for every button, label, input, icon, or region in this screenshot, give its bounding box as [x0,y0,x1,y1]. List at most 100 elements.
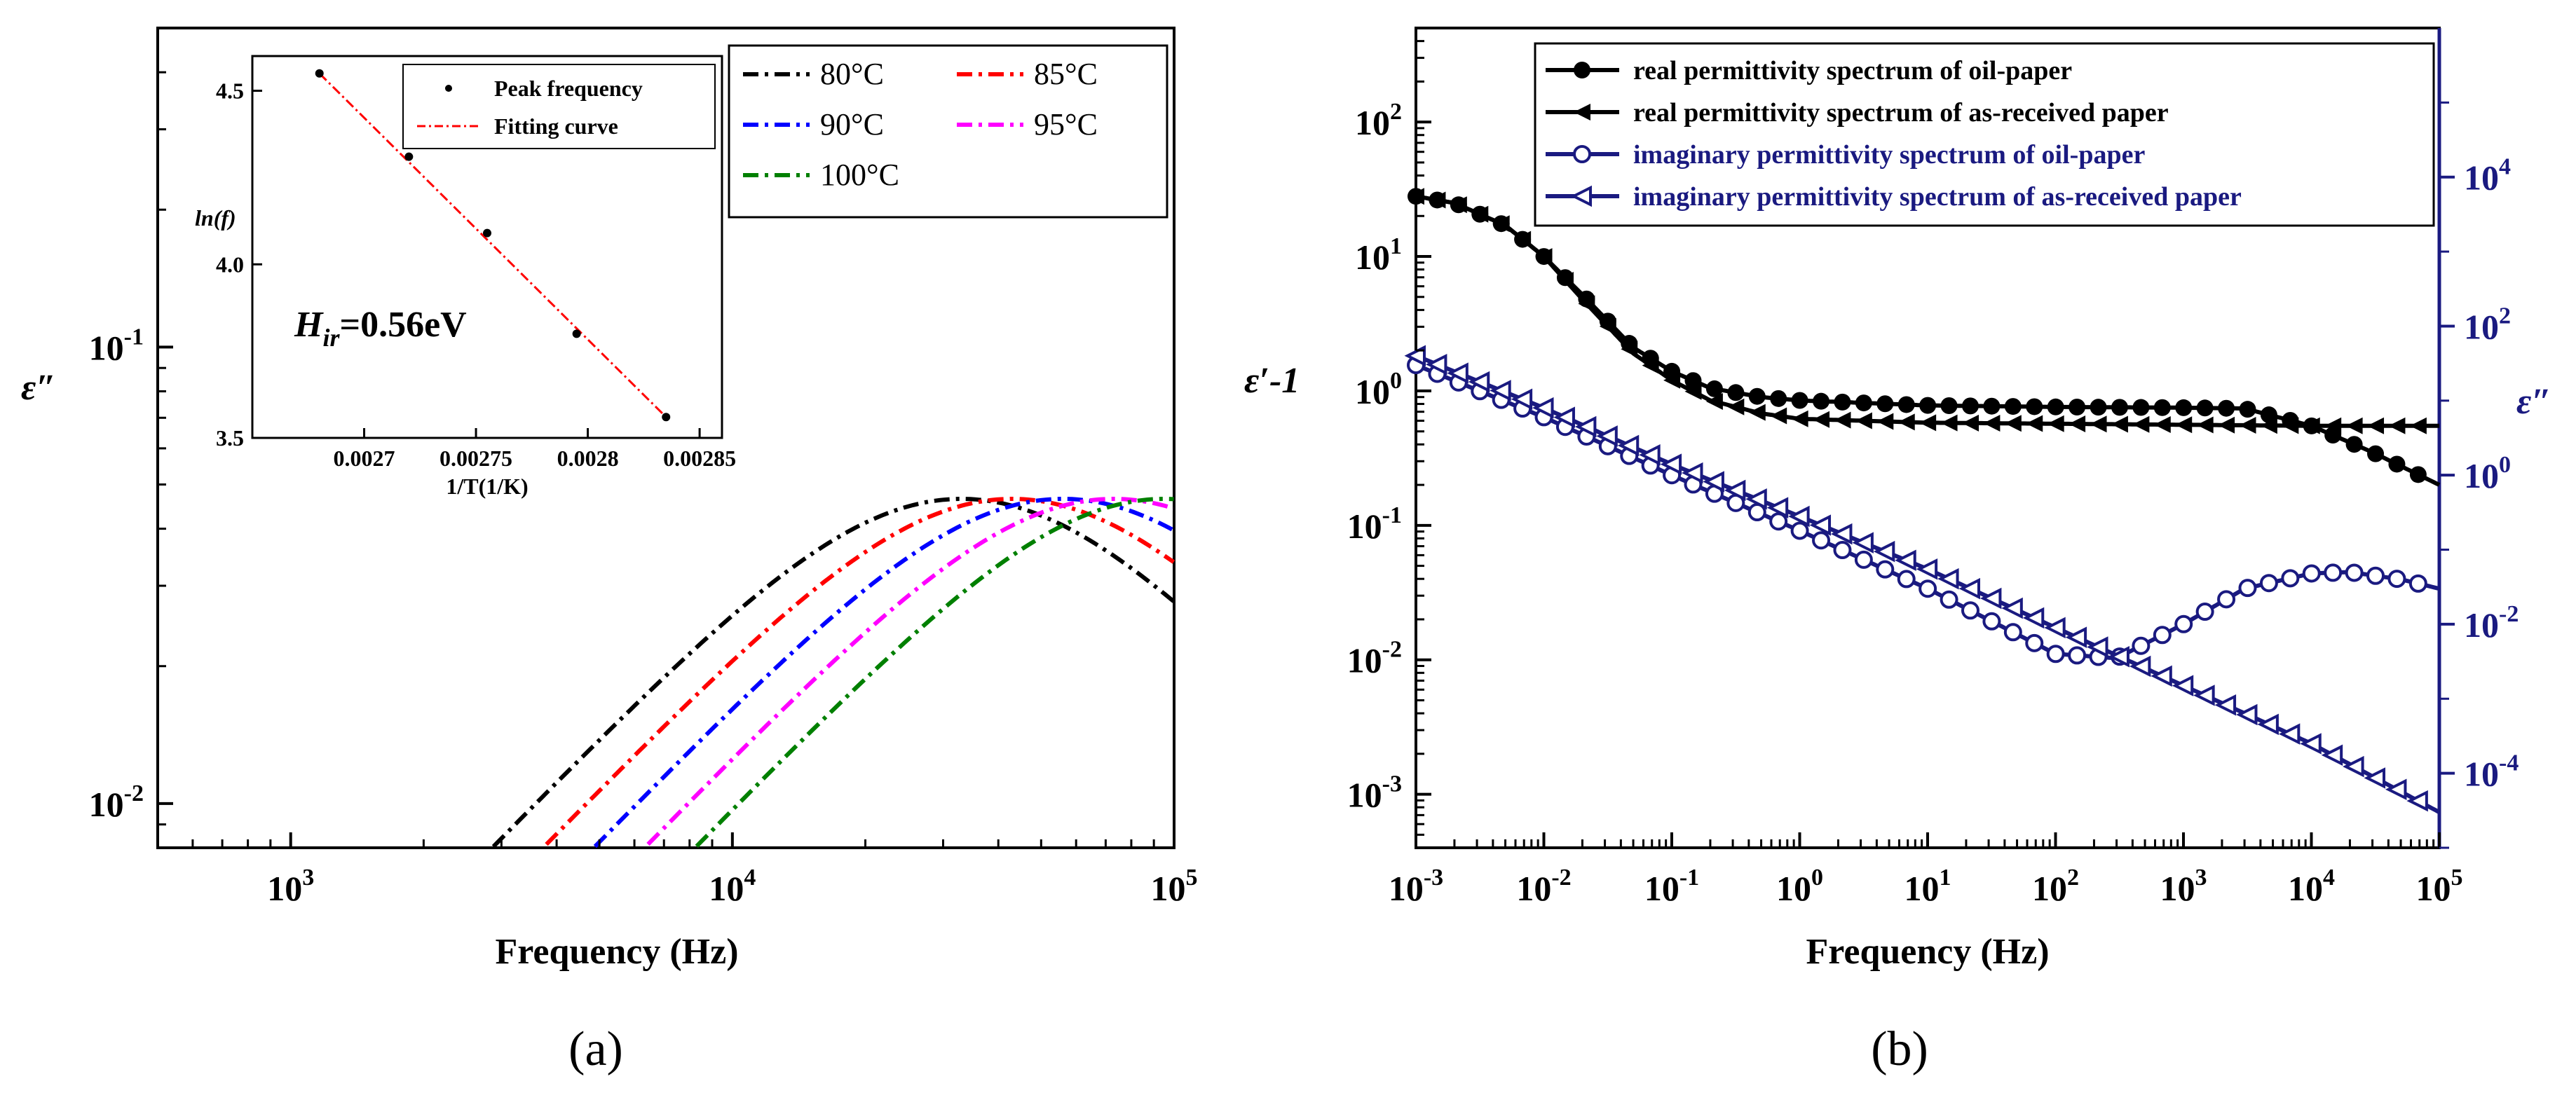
panel-b-marker [1897,396,1915,413]
panel-a-x-tick-label-base: 10 [709,869,744,908]
panel-b-x-tick-label-base: 10 [1776,869,1811,908]
panel-b-right-y-tick-label: 102 [2464,303,2511,346]
panel-b-right-y-tick-label: 10-4 [2464,750,2519,794]
panel-b-marker [2217,590,2236,609]
panel-b-marker [1727,398,1745,415]
panel-b-marker [1788,505,1810,528]
panel-b-right-y-tick-label: 100 [2464,452,2511,495]
panel-b-marker [1813,392,1830,410]
panel-b-legend-marker [1574,104,1590,121]
panel-b-marker [1429,191,1446,209]
panel-b-marker [1855,394,1872,412]
panel-a-y-tick-label-exp: -2 [124,781,144,806]
panel-b-marker [2047,398,2064,415]
panel-b-left-y-tick-label: 10-1 [1347,502,1402,546]
panel-b-marker [2175,416,2193,434]
panel-b-legend-items: real permittivity spectrum of oil-paper r… [1546,56,2242,212]
panel-b-marker [1769,512,1788,531]
panel-b-marker [1876,413,1894,430]
inset-data-points [315,69,671,422]
panel-b-marker [2302,564,2321,583]
panel-b-right-y-tick-label-base: 10 [2464,605,2499,645]
panel-b-x-tick-label-exp: -2 [1551,865,1571,891]
panel-b-marker [2388,455,2406,473]
panel-b-marker [2004,398,2022,415]
panel-a-y-axis-label: ε″ [21,368,56,408]
panel-b-marker [1724,479,1746,502]
panel-b-marker [1447,362,1468,384]
panel-b-left-y-tick-label-exp: -1 [1382,502,1402,528]
panel-b-marker [1770,407,1787,425]
panel-b-marker [2366,566,2385,585]
panel-b-right-y-tick-label-exp: -2 [2499,601,2519,627]
panel-b-right-y-tick-label-base: 10 [2464,307,2499,346]
panel-b-legend-marker [1574,62,1590,78]
panel-b-left-y-tick-label-base: 10 [1355,372,1390,411]
panel-b-marker [2069,398,2086,415]
panel-b-marker [2175,399,2193,416]
panel-b-label: (b) [1871,1022,1928,1076]
panel-b-marker [1812,531,1831,550]
panel-b-marker [2387,570,2406,589]
panel-b-left-y-tick-label: 101 [1355,233,1402,277]
panel-b-x-tick-label: 10-3 [1389,865,1443,908]
inset-peak-point [572,329,581,338]
inset-fitting-curve [318,72,667,418]
panel-b-marker [1663,371,1681,389]
panel-b-marker [1660,453,1682,475]
panel-b-right-y-tick-label-exp: -4 [2499,750,2519,776]
panel-b-marker [1727,384,1745,401]
panel-b-legend-box [1534,42,2435,227]
panel-b-right-y-tick-label: 10-2 [2464,601,2519,645]
inset-peak-point [662,413,671,422]
panel-b-left-y-tick-label: 102 [1355,99,1402,142]
panel-b-marker [2047,415,2064,432]
panel-a-curve-80°C [491,496,1175,848]
panel-b-marker [1958,577,1980,600]
panel-a-x-tick-label: 104 [709,865,756,908]
panel-b-marker [2195,603,2214,621]
panel-b-marker [1514,231,1532,248]
panel-b-marker [2004,415,2022,432]
panel-b-marker [2090,415,2107,433]
panel-b-left-y-tick-label: 10-2 [1347,637,1402,680]
panel-b-marker [2324,417,2342,434]
panel-b-x-ticks: 10-3 10-2 10-1 100 101 102 103 104 105 [1389,832,2463,908]
panel-b-marker [2132,636,2151,655]
panel-b-x-tick-label-exp: -3 [1424,865,1443,891]
panel-b-left-y-tick-label-base: 10 [1347,641,1382,680]
panel-b-x-tick-label: 10-2 [1516,865,1571,908]
panel-b-marker [1748,387,1766,405]
panel-a-x-tick-label: 103 [267,865,314,908]
panel-b-marker [2385,778,2407,800]
panel-b-left-y-tick-label: 10-3 [1347,771,1402,815]
panel-b-x-tick-label-base: 10 [1644,869,1679,908]
panel-b-marker [2218,416,2235,434]
panel-b-marker [2406,790,2428,812]
panel-b-marker [1813,411,1830,428]
panel-b-right-y-tick-label-exp: 0 [2499,452,2511,478]
panel-b-x-tick-label-base: 10 [2288,869,2323,908]
panel-b-x-tick-label: 105 [2416,865,2463,908]
panel-b-marker [1492,215,1510,233]
panel-b-marker [1490,380,1511,401]
panel-b-marker [2345,436,2363,453]
panel-b-marker [1983,397,2001,415]
panel-b-marker [1961,414,1979,432]
panel-b-marker [1705,380,1723,397]
panel-b-legend-label: real permittivity spectrum of as-receive… [1633,98,2169,128]
panel-b-marker [2044,617,2066,639]
panel-a-y-tick-label: 10-2 [89,781,144,824]
panel-b-marker [2003,623,2022,642]
panel-b-marker [1834,411,1851,429]
panel-b-x-tick-label-exp: 1 [1940,865,1951,891]
panel-b-marker [1937,568,1959,590]
panel-b-marker [2132,399,2150,416]
panel-b-marker [2108,646,2129,668]
inset-x-tick-label: 0.0028 [557,446,619,471]
panel-b-marker [1897,570,1916,589]
panel-b-marker [1895,549,1916,571]
panel-a-x-tick-label-base: 10 [267,869,302,908]
panel-b-left-y-tick-label-exp: -2 [1382,637,1402,663]
panel-b-marker [1766,497,1789,518]
